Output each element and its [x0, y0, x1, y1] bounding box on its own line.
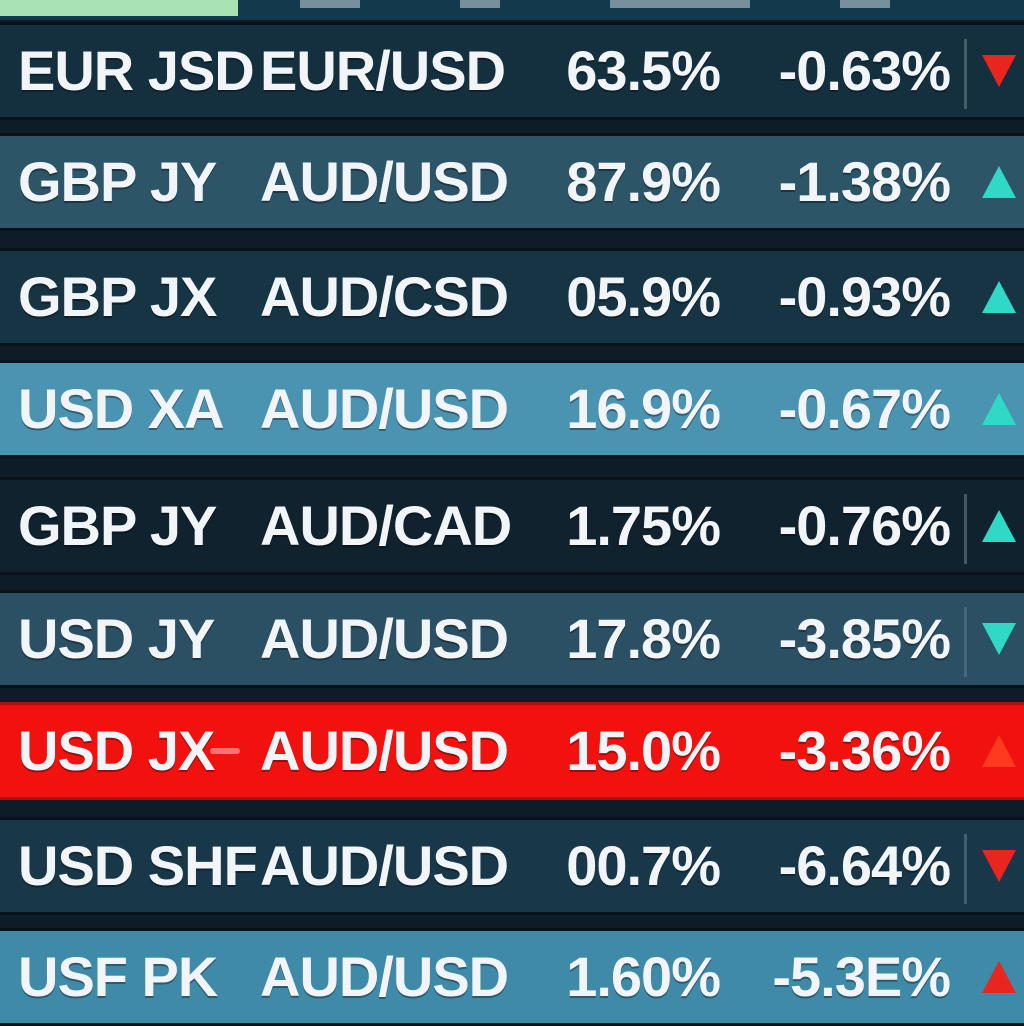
- toolbar-blur-3: [610, 0, 750, 8]
- table-row[interactable]: USD XA AUD/USD 16.9% -0.67%: [0, 360, 1024, 458]
- percent-cell: 05.9%: [566, 265, 721, 328]
- row-divider: [964, 607, 967, 677]
- change-cell: -0.63%: [778, 39, 951, 102]
- pair-cell: AUD/USD: [260, 607, 509, 670]
- table-row[interactable]: GBP JY AUD/USD 87.9% -1.38%: [0, 133, 1024, 231]
- percent-cell: 15.0%: [566, 719, 721, 782]
- direction-arrow-icon: [982, 623, 1016, 655]
- pair-cell: AUD/USD: [260, 150, 509, 213]
- percent-cell: 1.75%: [566, 494, 721, 557]
- pair-cell: AUD/USD: [260, 719, 509, 782]
- table-row[interactable]: EUR JSD EUR/USD 63.5% -0.63%: [0, 22, 1024, 120]
- toolbar-blur-1: [300, 0, 360, 8]
- percent-cell: 63.5%: [566, 39, 721, 102]
- table-row[interactable]: USD SHF AUD/USD 00.7% -6.64%: [0, 817, 1024, 915]
- toolbar-accent-tab[interactable]: [0, 0, 238, 16]
- direction-arrow-icon: [982, 281, 1016, 313]
- symbol-cell: USD JX: [18, 719, 215, 782]
- symbol-cell: USD SHF: [18, 834, 258, 897]
- direction-arrow-icon: [982, 166, 1016, 198]
- direction-arrow-icon: [982, 510, 1016, 542]
- percent-cell: 16.9%: [566, 377, 721, 440]
- change-cell: -3.36%: [778, 719, 951, 782]
- pair-cell: AUD/CSD: [260, 265, 509, 328]
- percent-cell: 00.7%: [566, 834, 721, 897]
- symbol-cell: EUR JSD: [18, 39, 255, 102]
- change-cell: -3.85%: [778, 607, 951, 670]
- direction-arrow-icon: [982, 961, 1016, 993]
- symbol-cell: USD XA: [18, 377, 225, 440]
- symbol-cell: GBP JY: [18, 494, 217, 557]
- change-cell: -0.67%: [778, 377, 951, 440]
- pair-cell: AUD/CAD: [260, 494, 512, 557]
- change-cell: -0.93%: [778, 265, 951, 328]
- top-toolbar: [0, 0, 1024, 20]
- change-cell: -1.38%: [778, 150, 951, 213]
- direction-arrow-icon: [982, 735, 1016, 767]
- change-cell: -6.64%: [778, 834, 951, 897]
- symbol-cell: GBP JX: [18, 265, 217, 328]
- percent-cell: 17.8%: [566, 607, 721, 670]
- table-row[interactable]: USF PK AUD/USD 1.60% -5.3E%: [0, 928, 1024, 1026]
- table-row-highlighted[interactable]: USD JX AUD/USD 15.0% -3.36%: [0, 702, 1024, 800]
- pair-cell: AUD/USD: [260, 377, 509, 440]
- table-row[interactable]: GBP JX AUD/CSD 05.9% -0.93%: [0, 248, 1024, 346]
- table-row[interactable]: GBP JY AUD/CAD 1.75% -0.76%: [0, 477, 1024, 575]
- symbol-cell: USF PK: [18, 945, 218, 1008]
- symbol-cell: USD JY: [18, 607, 215, 670]
- row-divider: [964, 834, 967, 904]
- change-cell: -0.76%: [778, 494, 951, 557]
- percent-cell: 87.9%: [566, 150, 721, 213]
- percent-cell: 1.60%: [566, 945, 721, 1008]
- toolbar-blur-4: [840, 0, 890, 8]
- row-divider: [964, 39, 967, 109]
- pair-cell: AUD/USD: [260, 945, 509, 1008]
- direction-arrow-icon: [982, 850, 1016, 882]
- change-cell: -5.3E%: [772, 945, 951, 1008]
- direction-arrow-icon: [982, 55, 1016, 87]
- table-row[interactable]: USD JY AUD/USD 17.8% -3.85%: [0, 590, 1024, 688]
- toolbar-blur-2: [460, 0, 500, 8]
- alert-mark-icon: [210, 748, 240, 754]
- row-divider: [964, 494, 967, 564]
- symbol-cell: GBP JY: [18, 150, 217, 213]
- pair-cell: EUR/USD: [260, 39, 506, 102]
- direction-arrow-icon: [982, 393, 1016, 425]
- pair-cell: AUD/USD: [260, 834, 509, 897]
